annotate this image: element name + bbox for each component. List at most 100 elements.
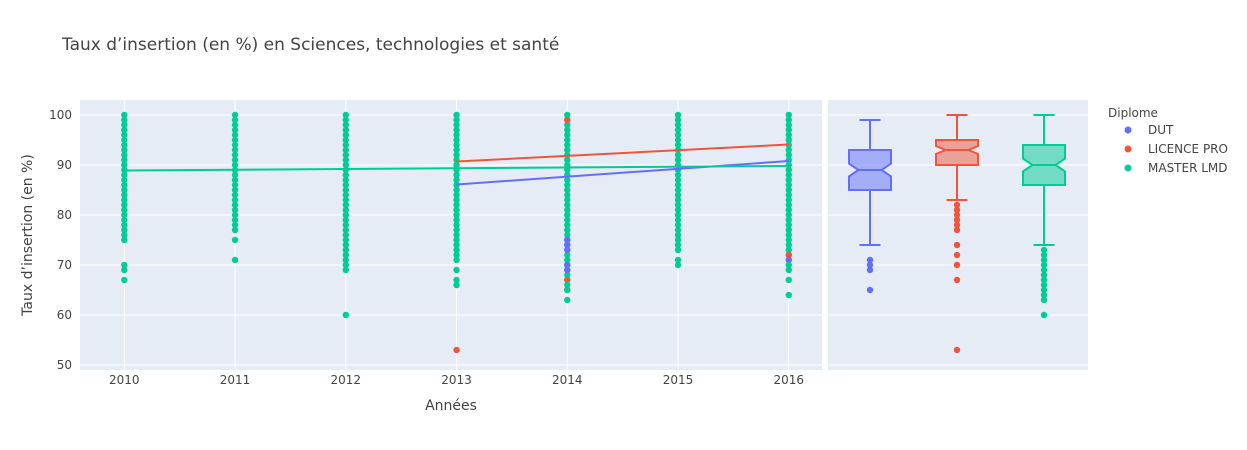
data-point bbox=[564, 121, 571, 129]
legend-marker bbox=[1124, 126, 1132, 134]
data-point bbox=[121, 216, 128, 224]
data-point bbox=[231, 206, 239, 214]
data-point bbox=[121, 136, 128, 144]
data-point bbox=[453, 171, 460, 179]
data-point bbox=[785, 146, 792, 154]
box-outlier bbox=[1040, 261, 1048, 269]
data-point bbox=[785, 206, 792, 214]
data-point bbox=[564, 271, 571, 279]
data-point bbox=[785, 196, 792, 204]
y-axis-ticks: 50 60 70 80 90 100 bbox=[49, 108, 72, 372]
data-point bbox=[342, 111, 349, 119]
data-point bbox=[342, 226, 349, 234]
trend-line bbox=[124, 165, 789, 172]
box-plots bbox=[848, 114, 1066, 354]
data-point bbox=[342, 121, 349, 129]
legend[interactable]: Diplome DUT LICENCE PRO MASTER LMD bbox=[1108, 106, 1228, 175]
data-point bbox=[785, 111, 792, 119]
data-point bbox=[785, 236, 792, 244]
data-point bbox=[453, 161, 460, 169]
data-point bbox=[785, 276, 792, 284]
data-point bbox=[342, 201, 349, 209]
data-point bbox=[785, 266, 792, 274]
data-point bbox=[674, 121, 682, 129]
data-point bbox=[231, 201, 239, 209]
data-point bbox=[674, 246, 682, 254]
data-point bbox=[342, 131, 349, 139]
data-point bbox=[121, 116, 128, 124]
data-point bbox=[785, 211, 792, 219]
legend-label: DUT bbox=[1148, 123, 1174, 137]
data-point bbox=[674, 206, 682, 214]
data-point bbox=[342, 136, 349, 144]
data-point bbox=[674, 116, 682, 124]
data-point bbox=[231, 111, 239, 119]
data-point bbox=[342, 241, 349, 249]
data-point bbox=[342, 126, 349, 134]
box-body bbox=[935, 139, 979, 166]
box-outlier bbox=[1040, 286, 1048, 294]
data-point bbox=[564, 221, 571, 229]
box-outlier bbox=[1040, 266, 1048, 274]
data-point bbox=[121, 126, 128, 134]
box-outlier bbox=[1040, 246, 1048, 254]
y-tick-label: 60 bbox=[57, 308, 72, 322]
data-point bbox=[121, 276, 128, 284]
data-point bbox=[453, 241, 460, 249]
data-point bbox=[564, 276, 571, 284]
data-point bbox=[453, 216, 460, 224]
data-point bbox=[121, 191, 128, 199]
box-outlier bbox=[953, 221, 961, 229]
data-point bbox=[453, 211, 460, 219]
data-point bbox=[453, 131, 460, 139]
data-point bbox=[674, 176, 682, 184]
data-point bbox=[453, 186, 460, 194]
data-point bbox=[342, 181, 349, 189]
data-point bbox=[674, 181, 682, 189]
data-point bbox=[121, 266, 128, 274]
data-point bbox=[453, 276, 460, 284]
data-point bbox=[785, 121, 792, 129]
data-point bbox=[453, 116, 460, 124]
data-point bbox=[674, 186, 682, 194]
data-point bbox=[121, 161, 128, 169]
data-point bbox=[785, 126, 792, 134]
legend-marker bbox=[1124, 145, 1132, 153]
legend-marker bbox=[1124, 164, 1132, 172]
box-outlier bbox=[1040, 256, 1048, 264]
data-point bbox=[231, 196, 239, 204]
data-point bbox=[231, 221, 239, 229]
data-point bbox=[342, 251, 349, 259]
box-outlier bbox=[953, 216, 961, 224]
data-point bbox=[342, 206, 349, 214]
box-outlier bbox=[866, 286, 874, 294]
data-point bbox=[785, 186, 792, 194]
data-point bbox=[564, 196, 571, 204]
data-point bbox=[564, 256, 571, 264]
data-point bbox=[453, 201, 460, 209]
data-point bbox=[674, 226, 682, 234]
data-point bbox=[121, 226, 128, 234]
data-point bbox=[453, 146, 460, 154]
data-point bbox=[564, 281, 571, 289]
data-point bbox=[785, 226, 792, 234]
data-point bbox=[231, 171, 239, 179]
scatter-plot-area bbox=[80, 100, 822, 370]
data-point bbox=[564, 141, 571, 149]
x-tick-label: 2014 bbox=[552, 373, 583, 387]
y-tick-label: 100 bbox=[49, 108, 72, 122]
chart-title: Taux d’insertion (en %) en Sciences, tec… bbox=[61, 35, 559, 55]
data-point bbox=[342, 141, 349, 149]
data-point bbox=[121, 206, 128, 214]
data-point bbox=[121, 211, 128, 219]
data-point bbox=[785, 231, 792, 239]
data-point bbox=[342, 311, 349, 319]
data-point bbox=[342, 171, 349, 179]
box-outlier bbox=[866, 256, 874, 264]
data-point bbox=[121, 236, 128, 244]
data-point bbox=[564, 111, 571, 119]
data-point bbox=[121, 131, 128, 139]
data-point bbox=[231, 131, 239, 139]
data-point bbox=[564, 236, 571, 244]
